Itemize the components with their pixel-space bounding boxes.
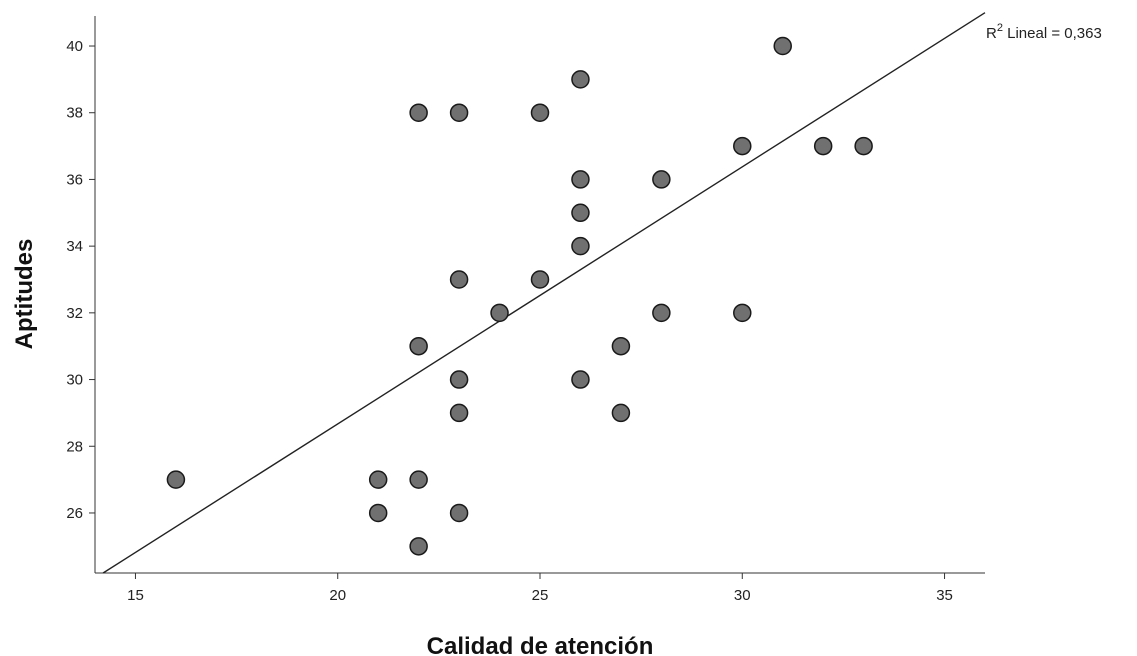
data-point xyxy=(652,303,671,323)
data-point xyxy=(409,470,428,489)
data-point xyxy=(571,70,590,89)
x-tick-label: 15 xyxy=(127,587,144,604)
data-point xyxy=(854,136,873,156)
y-tick-label: 40 xyxy=(66,38,83,55)
data-point xyxy=(611,403,631,423)
data-point xyxy=(409,103,428,122)
data-point xyxy=(571,170,590,189)
data-point xyxy=(449,403,469,423)
fit-line-label: R2 Lineal = 0,363 xyxy=(986,22,1102,42)
fit-line xyxy=(102,12,986,574)
data-point xyxy=(733,136,752,156)
data-point xyxy=(571,370,590,389)
y-tick-label: 32 xyxy=(66,305,83,322)
data-point xyxy=(530,103,550,122)
x-axis-title: Calidad de atención xyxy=(427,633,654,656)
data-point xyxy=(449,103,469,122)
data-point xyxy=(530,270,550,289)
x-axis-ticks: 15 20 25 30 35 xyxy=(127,573,953,604)
data-point xyxy=(166,470,186,489)
data-point xyxy=(813,136,833,156)
y-tick-label: 36 xyxy=(66,171,83,188)
y-axis-title: Aptitudes xyxy=(11,239,38,350)
x-tick-label: 35 xyxy=(936,587,953,604)
x-tick-label: 25 xyxy=(532,587,549,604)
data-point xyxy=(409,537,428,556)
data-points xyxy=(166,36,873,556)
data-point xyxy=(409,336,428,356)
data-point xyxy=(449,370,469,389)
y-tick-label: 28 xyxy=(66,438,83,455)
y-tick-label: 26 xyxy=(66,505,83,522)
data-point xyxy=(611,336,631,356)
data-point xyxy=(368,503,388,523)
fit-label-prefix: R xyxy=(986,25,997,42)
fit-label-text: Lineal = 0,363 xyxy=(1003,25,1102,42)
data-point xyxy=(733,303,752,323)
data-point xyxy=(449,503,469,523)
data-point xyxy=(652,170,671,189)
data-point xyxy=(571,236,590,256)
y-axis-ticks: 26 28 30 32 34 36 38 40 xyxy=(66,38,95,522)
x-tick-label: 20 xyxy=(329,587,346,604)
data-point xyxy=(773,36,792,56)
y-tick-label: 30 xyxy=(66,372,83,389)
y-tick-label: 38 xyxy=(66,105,83,122)
x-tick-label: 30 xyxy=(734,587,751,604)
data-point xyxy=(449,270,469,289)
fit-label-exponent: 2 xyxy=(997,22,1003,34)
data-point xyxy=(490,303,509,323)
y-tick-label: 34 xyxy=(66,238,83,255)
data-point xyxy=(571,203,590,223)
data-point xyxy=(368,470,388,489)
